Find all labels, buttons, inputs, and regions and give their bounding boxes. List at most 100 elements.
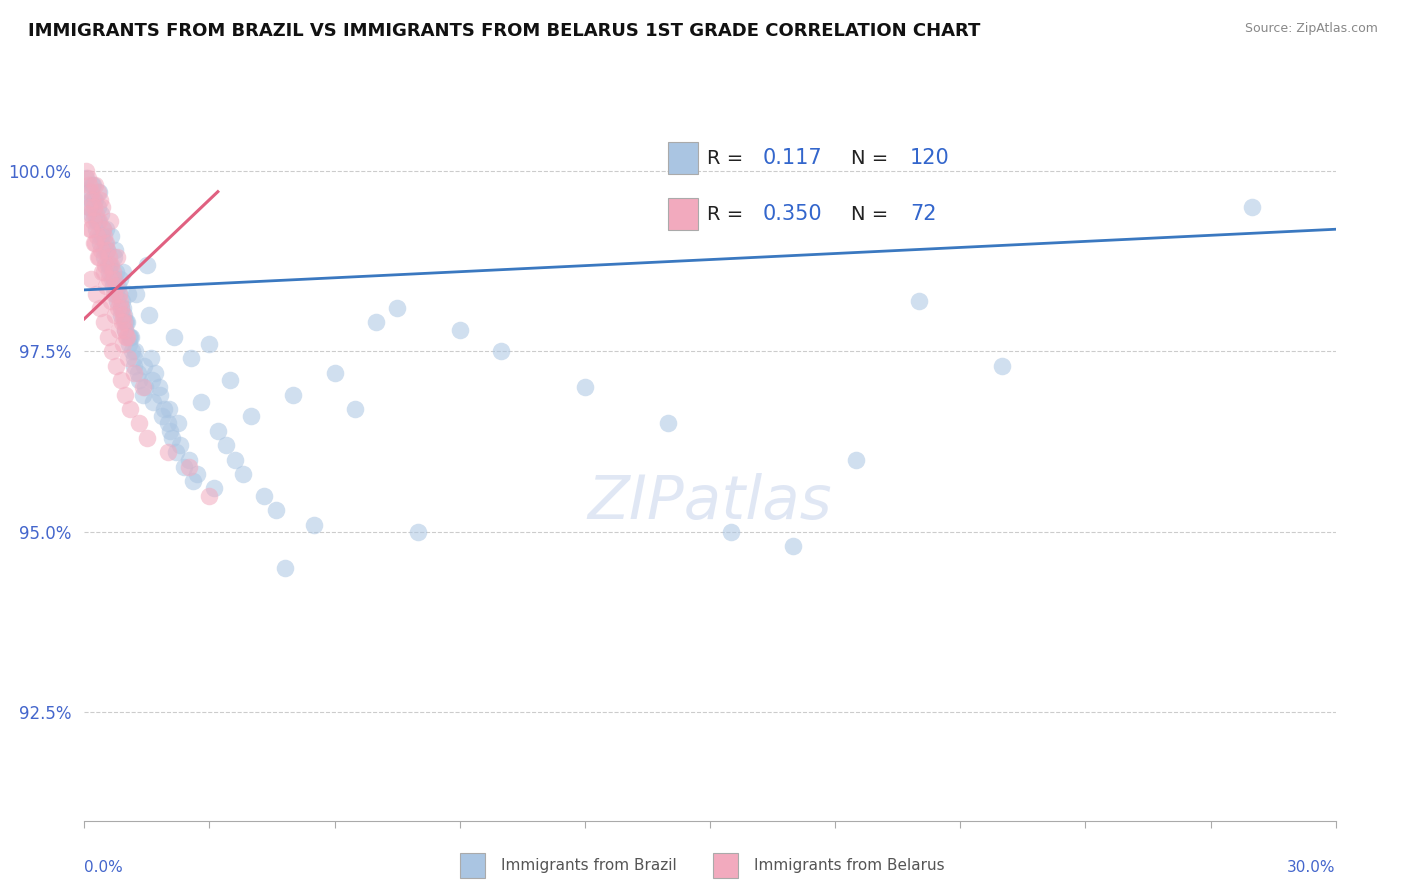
Point	[89, 251, 111, 265]
Point	[82, 178, 104, 193]
Point	[87, 200, 110, 214]
Point	[198, 489, 221, 503]
Point	[117, 351, 139, 366]
Point	[76, 171, 98, 186]
Point	[97, 265, 120, 279]
Point	[169, 438, 191, 452]
Point	[87, 214, 110, 228]
Point	[114, 387, 136, 401]
Point	[84, 221, 107, 235]
Point	[1241, 200, 1264, 214]
Point	[253, 489, 276, 503]
Point	[132, 387, 155, 401]
Point	[124, 366, 146, 380]
Point	[152, 402, 174, 417]
Point	[156, 445, 179, 459]
Point	[720, 524, 742, 539]
FancyBboxPatch shape	[668, 198, 697, 230]
Point	[273, 561, 295, 575]
Point	[302, 517, 325, 532]
Point	[80, 272, 103, 286]
Point	[181, 475, 204, 489]
Point	[215, 438, 238, 452]
Text: Immigrants from Belarus: Immigrants from Belarus	[754, 858, 945, 872]
Point	[139, 351, 162, 366]
Text: 72: 72	[910, 204, 936, 224]
Point	[124, 359, 146, 373]
Point	[240, 409, 263, 424]
Point	[111, 308, 134, 322]
Point	[128, 373, 150, 387]
Point	[96, 279, 118, 293]
Point	[167, 417, 190, 431]
Point	[86, 186, 108, 200]
Point	[114, 315, 136, 329]
FancyBboxPatch shape	[668, 142, 697, 174]
Point	[89, 301, 111, 315]
Text: Source: ZipAtlas.com: Source: ZipAtlas.com	[1244, 22, 1378, 36]
Point	[138, 308, 160, 322]
Point	[101, 279, 124, 293]
Point	[105, 293, 128, 308]
Point	[75, 163, 97, 178]
Point	[125, 286, 148, 301]
FancyBboxPatch shape	[460, 853, 485, 878]
Point	[449, 323, 471, 337]
Point	[79, 186, 101, 200]
Point	[98, 258, 121, 272]
Point	[115, 330, 138, 344]
Point	[120, 330, 142, 344]
Point	[87, 251, 110, 265]
Point	[93, 315, 115, 329]
Point	[112, 315, 135, 329]
Point	[107, 279, 129, 293]
Point	[75, 171, 97, 186]
Point	[281, 387, 304, 401]
Point	[93, 243, 115, 257]
Point	[232, 467, 254, 481]
Point	[104, 243, 127, 257]
Point	[94, 243, 117, 257]
Point	[173, 459, 195, 474]
Point	[97, 330, 120, 344]
Point	[132, 359, 155, 373]
Point	[90, 200, 112, 214]
Point	[104, 308, 127, 322]
Point	[98, 258, 121, 272]
Point	[118, 337, 141, 351]
Point	[112, 337, 135, 351]
Point	[110, 308, 132, 322]
Point	[104, 279, 127, 293]
Point	[91, 221, 114, 235]
Point	[134, 380, 156, 394]
Point	[82, 214, 104, 228]
Point	[177, 459, 200, 474]
Point	[190, 394, 212, 409]
Point	[83, 193, 105, 207]
Point	[107, 301, 129, 315]
Point	[574, 380, 596, 394]
Point	[128, 417, 150, 431]
Point	[112, 308, 135, 322]
Point	[264, 503, 287, 517]
Point	[91, 221, 114, 235]
Point	[101, 265, 124, 279]
Point	[657, 417, 679, 431]
Point	[160, 431, 183, 445]
Point	[122, 351, 145, 366]
Point	[98, 214, 121, 228]
Point	[112, 265, 135, 279]
Point	[103, 251, 125, 265]
Point	[120, 330, 142, 344]
Point	[93, 228, 115, 243]
Point	[77, 200, 100, 214]
Point	[90, 207, 112, 221]
Point	[132, 380, 155, 394]
Point	[76, 207, 98, 221]
Point	[163, 330, 186, 344]
Point	[87, 186, 110, 200]
Point	[115, 315, 138, 329]
Text: 0.350: 0.350	[763, 204, 823, 224]
Point	[142, 394, 165, 409]
Point	[157, 402, 180, 417]
